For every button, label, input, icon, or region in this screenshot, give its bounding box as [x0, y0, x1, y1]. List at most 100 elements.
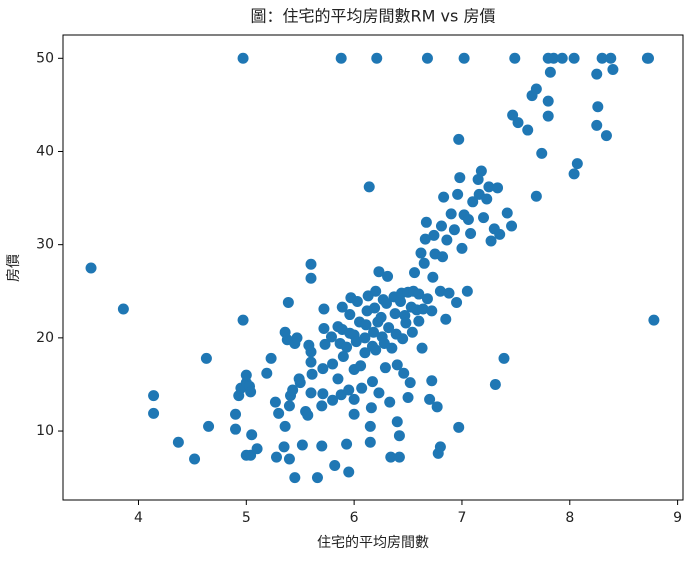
point [393, 430, 405, 442]
point [117, 303, 129, 315]
y-tick-label: 20 [36, 330, 54, 346]
point [418, 257, 430, 269]
point [389, 308, 401, 320]
point [318, 323, 330, 335]
point [391, 359, 403, 371]
point [438, 191, 450, 203]
point [489, 378, 501, 390]
point [230, 408, 242, 420]
point [426, 305, 438, 317]
point [305, 387, 317, 399]
point [273, 407, 285, 419]
point [435, 220, 447, 232]
point [85, 262, 97, 274]
point [343, 384, 355, 396]
point [434, 285, 446, 297]
point [536, 147, 548, 159]
point [230, 423, 242, 435]
point [472, 173, 484, 185]
point [393, 451, 405, 463]
point [325, 331, 337, 343]
point [317, 388, 329, 400]
point [337, 350, 349, 362]
point [200, 352, 212, 364]
point [265, 352, 277, 364]
point [421, 293, 433, 305]
point [305, 258, 317, 270]
point [607, 63, 619, 75]
x-tick-label: 5 [242, 510, 251, 526]
point [591, 68, 603, 80]
point [289, 472, 301, 484]
point [363, 181, 375, 193]
point [341, 438, 353, 450]
point [596, 52, 608, 64]
point [485, 235, 497, 247]
point [316, 440, 328, 452]
point [305, 272, 317, 284]
point [542, 95, 554, 107]
x-tick-label: 7 [457, 510, 466, 526]
plot-frame [62, 34, 684, 501]
point [475, 165, 487, 177]
point [492, 182, 504, 194]
point [311, 472, 323, 484]
point [327, 358, 339, 370]
point [424, 393, 436, 405]
point [360, 319, 372, 331]
y-tick-label: 50 [36, 50, 54, 66]
point [440, 313, 452, 325]
point [373, 266, 385, 278]
point [348, 408, 360, 420]
point [544, 66, 556, 78]
point [398, 367, 410, 379]
point [415, 247, 427, 259]
point [478, 212, 490, 224]
point [282, 296, 294, 308]
point [291, 332, 303, 344]
point [648, 314, 660, 326]
point [329, 460, 341, 472]
point [456, 242, 468, 254]
point [245, 386, 257, 398]
point [530, 190, 542, 202]
point [318, 303, 330, 315]
point [370, 285, 382, 297]
point [371, 52, 383, 64]
point [591, 119, 603, 131]
point [332, 373, 344, 385]
point [501, 207, 513, 219]
point [270, 451, 282, 463]
point [172, 436, 184, 448]
point [506, 220, 518, 232]
point [409, 267, 421, 279]
point [571, 158, 583, 170]
point [356, 382, 368, 394]
point [481, 193, 493, 205]
y-tick-label: 40 [36, 143, 54, 159]
point [251, 443, 263, 455]
point [400, 317, 412, 329]
point [359, 347, 371, 359]
point [592, 101, 604, 113]
point [437, 251, 449, 263]
point [343, 466, 355, 478]
point [327, 394, 339, 406]
point [453, 421, 465, 433]
point [498, 352, 510, 364]
point [335, 52, 347, 64]
point [293, 373, 305, 385]
point [426, 375, 438, 387]
point [402, 391, 414, 403]
point [568, 52, 580, 64]
point [240, 369, 252, 381]
point [404, 377, 416, 389]
point [370, 344, 382, 356]
point [287, 384, 299, 396]
point [413, 315, 425, 327]
point [350, 336, 362, 348]
point [397, 333, 409, 345]
point [279, 420, 291, 432]
point [366, 376, 378, 388]
